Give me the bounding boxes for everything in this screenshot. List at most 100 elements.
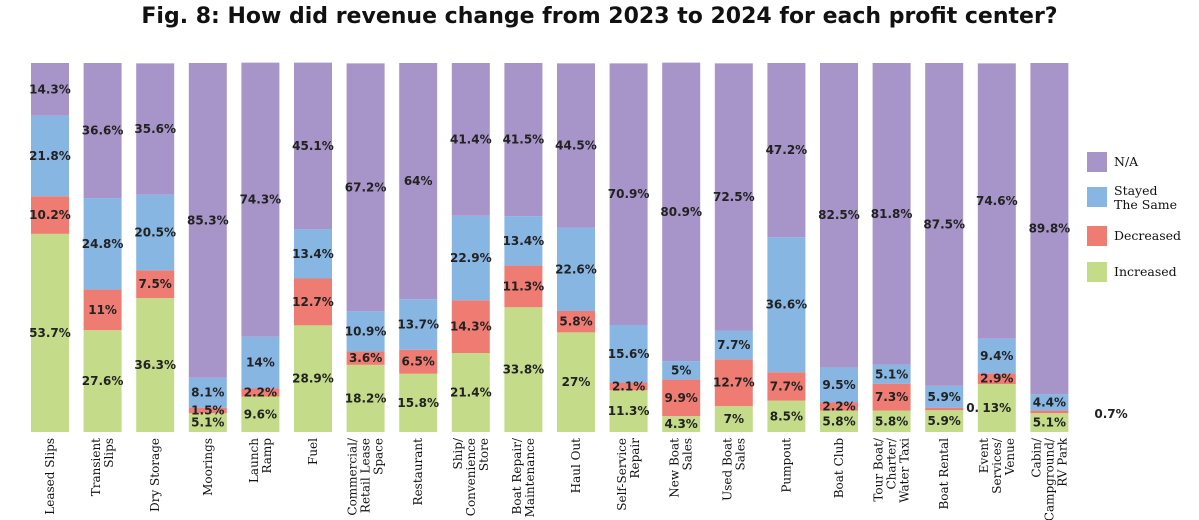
bar-segment-n-a <box>346 63 385 312</box>
bar-segment-increased <box>1030 413 1069 432</box>
data-label: 36.6% <box>766 298 808 312</box>
data-label: 18.2% <box>345 391 387 405</box>
data-label: 2.9% <box>980 372 1013 386</box>
data-label: 64% <box>404 174 433 188</box>
data-label: 5.1% <box>1033 416 1066 430</box>
x-tick-label: Dry Storage <box>148 438 162 512</box>
bar-segment-increased <box>820 410 858 432</box>
data-label: 36.6% <box>82 124 124 138</box>
data-label: 45.1% <box>292 139 334 153</box>
bar-segment-stayed-the-same <box>346 311 385 352</box>
data-label: 21.8% <box>29 149 71 163</box>
legend-label: N/A <box>1114 154 1139 169</box>
bar-segment-increased <box>557 332 595 432</box>
x-tick-label: Fuel <box>306 438 320 465</box>
bar-group: 5.1%1.5% 8.1% 85.3% Moorings <box>187 63 229 496</box>
bar-group: 21.4% 14.3% 22.9% 41.4% Ship/ConvenienceStor… <box>450 63 492 516</box>
bar-segment-decreased <box>346 351 385 365</box>
bar-segment-n-a <box>714 63 753 331</box>
data-label: 72.5% <box>713 190 755 204</box>
bar-segment-n-a <box>83 63 122 199</box>
bar-segment-decreased <box>767 372 806 401</box>
bar-segment-increased <box>925 410 964 432</box>
bar-segment-stayed-the-same <box>977 338 1016 374</box>
bar-segment-decreased <box>188 407 227 414</box>
bar-segment-increased <box>241 396 280 432</box>
data-label: 4.3% <box>665 417 698 431</box>
bar-segment-n-a <box>399 63 438 300</box>
x-tick-label: Haul Out <box>569 438 583 494</box>
data-label: 15.6% <box>608 347 650 361</box>
data-label: 21.4% <box>450 386 492 400</box>
bar-segment-increased <box>662 416 701 432</box>
x-tick-label: Boat Repair/Maintenance <box>510 437 537 517</box>
bar-segment-increased <box>83 330 122 432</box>
data-label: 2.1% <box>612 379 645 393</box>
data-label: 53.7% <box>29 326 71 340</box>
data-label: 7.3% <box>875 390 908 404</box>
bar-segment-stayed-the-same <box>504 216 543 266</box>
data-label: 14.3% <box>450 320 492 334</box>
data-label: 33.8% <box>503 363 545 377</box>
bar-segment-n-a <box>609 63 648 325</box>
bar-segment-stayed-the-same <box>662 361 701 380</box>
chart-title: Fig. 8: How did revenue change from 2023… <box>141 4 1058 29</box>
bar-segment-increased <box>399 373 438 432</box>
data-label: 87.5% <box>923 217 965 231</box>
bar-segment-n-a <box>294 62 332 230</box>
bar-segment-n-a <box>1030 63 1069 395</box>
data-label: 41.5% <box>503 133 545 147</box>
bar-segment-stayed-the-same <box>83 198 122 290</box>
bar-segment-increased <box>872 410 911 432</box>
data-label: 1.5% <box>191 403 224 417</box>
data-label: 70.9% <box>608 187 650 201</box>
x-tick-label: Self-ServiceRepair <box>615 438 642 511</box>
bar-segment-increased <box>609 390 648 432</box>
bar-segment-stayed-the-same <box>609 324 648 383</box>
bar-segment-decreased <box>399 349 438 374</box>
bar-group: 5.9%0.7%5.9%87.5%Boat Rental <box>923 63 999 510</box>
bar-segment-stayed-the-same <box>767 237 806 373</box>
data-label: 13% <box>982 401 1011 415</box>
bar-segment-decreased <box>504 265 543 308</box>
bar-segment-increased <box>767 400 806 432</box>
data-label: 6.5% <box>402 355 435 369</box>
bar-group: 5.8%2.2% 9.5% 82.5% Boat Club <box>818 63 860 498</box>
data-label: 89.8% <box>1029 222 1071 236</box>
data-label: 27% <box>562 375 591 389</box>
bar-segment-decreased <box>83 289 122 331</box>
bar-segment-decreased <box>1030 410 1069 414</box>
x-tick-label: LaunchRamp <box>247 438 274 483</box>
data-label: 24.8% <box>82 237 124 251</box>
legend: N/A Stayed The Same Decreased Increased <box>1087 152 1181 282</box>
x-tick-label: Used BoatSales <box>720 438 747 501</box>
data-label: 7.7% <box>770 379 803 393</box>
data-label: 10.9% <box>345 324 387 338</box>
data-label: 2.2% <box>822 400 855 414</box>
bar-segment-decreased <box>557 310 595 333</box>
bar-group: 5.1% 0.7% 4.4% 89.8% Cabin/Campground/RV Par… <box>1029 63 1128 520</box>
data-label: 28.9% <box>292 372 334 386</box>
x-tick-label: New BoatSales <box>668 438 695 498</box>
data-label: 74.6% <box>976 194 1018 208</box>
data-label: 9.9% <box>665 391 698 405</box>
bar-segment-n-a <box>820 63 858 368</box>
data-label: 85.3% <box>187 213 229 227</box>
data-label: 47.2% <box>766 143 808 157</box>
bar-group: 5.8% 7.3% 5.1% 81.8% Tour Boat/Charter/Water… <box>871 63 912 503</box>
data-label: 9.6% <box>244 407 277 421</box>
bar-segment-n-a <box>925 63 964 386</box>
x-tick-label: Commercial/Retail LeaseSpace <box>346 437 386 516</box>
data-label: 8.1% <box>191 386 224 400</box>
data-label: 5.9% <box>928 414 961 428</box>
data-label: 27.6% <box>82 374 124 388</box>
data-label: 15.8% <box>397 396 439 410</box>
data-label: 67.2% <box>345 180 387 194</box>
data-label: 4.4% <box>1033 395 1066 409</box>
bar-segment-decreased <box>977 373 1016 385</box>
bar-segment-n-a <box>662 62 701 362</box>
data-label: 5% <box>671 363 691 377</box>
data-label: 5.8% <box>559 315 592 329</box>
bar-segment-stayed-the-same <box>136 194 175 271</box>
